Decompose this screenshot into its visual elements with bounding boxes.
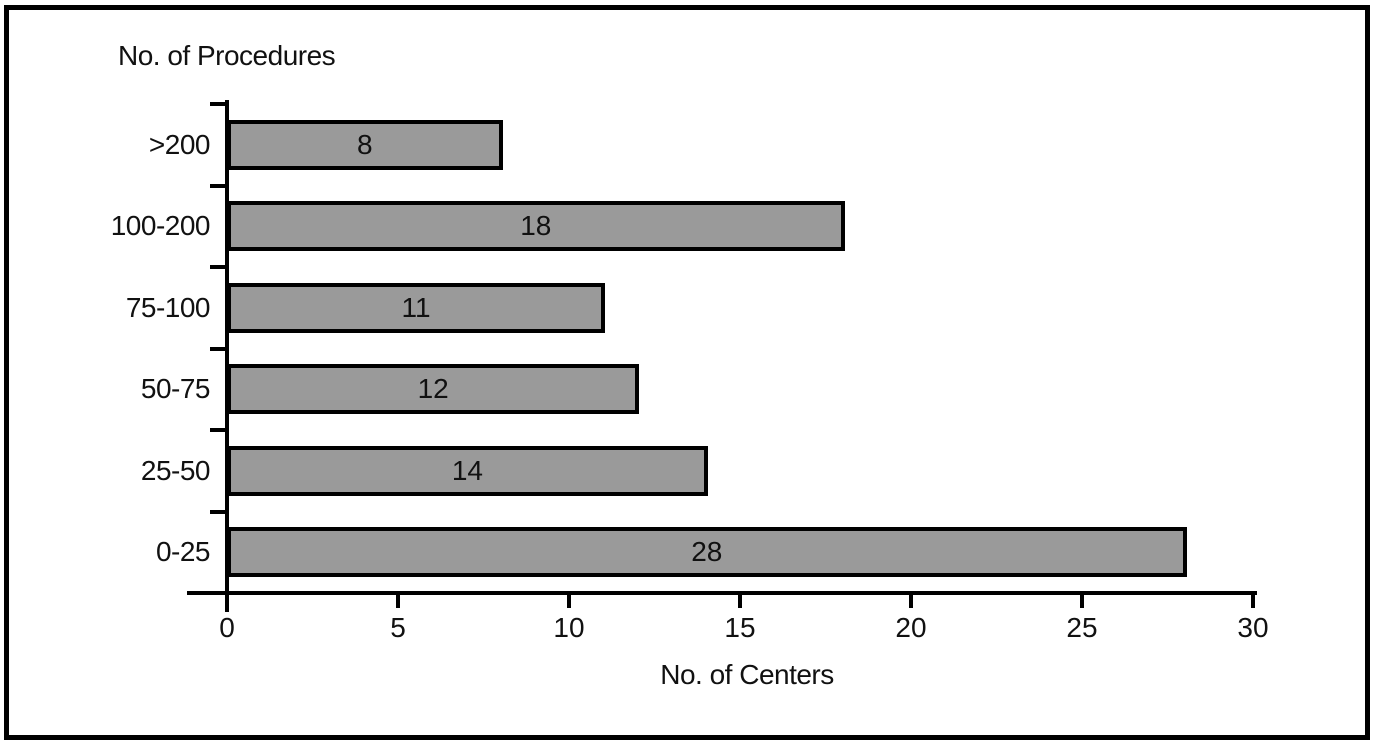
y-axis-tick bbox=[210, 265, 225, 269]
y-axis-tick bbox=[210, 346, 225, 351]
y-axis-tick bbox=[210, 102, 225, 106]
bar: 8 bbox=[227, 119, 503, 170]
bar-row: 50-75 12 bbox=[0, 364, 1377, 415]
bar-row: 25-50 14 bbox=[0, 445, 1377, 496]
x-axis-tick bbox=[1080, 593, 1084, 608]
bar-row: 100-200 18 bbox=[0, 201, 1377, 252]
x-axis-title: No. of Centers bbox=[660, 659, 834, 690]
x-tick-label: 30 bbox=[1237, 612, 1269, 643]
x-axis-line bbox=[187, 591, 1257, 595]
bar: 28 bbox=[227, 527, 1187, 578]
category-label: 25-50 bbox=[140, 454, 211, 486]
bar-value-label: 28 bbox=[691, 536, 723, 568]
bar-row: >200 8 bbox=[0, 119, 1377, 170]
x-tick-label: 20 bbox=[895, 612, 927, 643]
x-axis-tick bbox=[738, 593, 742, 608]
x-axis-tick bbox=[225, 593, 229, 608]
x-tick-label: 5 bbox=[390, 612, 406, 643]
x-axis-tick bbox=[396, 593, 400, 608]
category-label: 0-25 bbox=[155, 536, 211, 568]
chart-title: No. of Procedures bbox=[118, 40, 336, 71]
bar-value-label: 11 bbox=[401, 291, 431, 323]
bar: 12 bbox=[227, 364, 640, 415]
outer-frame bbox=[4, 5, 1370, 740]
x-axis-tick bbox=[567, 593, 571, 608]
category-label: 75-100 bbox=[125, 291, 211, 323]
x-tick-label: 10 bbox=[553, 612, 585, 643]
bar-value-label: 18 bbox=[520, 210, 552, 242]
bar-row: 0-25 28 bbox=[0, 527, 1377, 578]
category-label: >200 bbox=[148, 128, 211, 160]
x-axis-tick bbox=[1251, 593, 1255, 608]
bar-value-label: 8 bbox=[357, 128, 373, 160]
bar: 14 bbox=[227, 445, 708, 496]
category-label: 100-200 bbox=[110, 210, 211, 242]
x-tick-label: 25 bbox=[1066, 612, 1098, 643]
bar-value-label: 12 bbox=[417, 373, 449, 405]
x-axis-tick bbox=[909, 593, 913, 608]
y-axis-line bbox=[225, 100, 229, 612]
bar-value-label: 14 bbox=[451, 454, 483, 486]
bar: 11 bbox=[227, 282, 606, 333]
category-label: 50-75 bbox=[140, 373, 211, 405]
bar: 18 bbox=[227, 201, 845, 252]
y-axis-tick bbox=[210, 428, 225, 432]
bar-row: 75-100 11 bbox=[0, 282, 1377, 333]
x-tick-label: 0 bbox=[219, 612, 235, 643]
y-axis-tick bbox=[210, 183, 225, 188]
y-axis-tick bbox=[210, 509, 225, 514]
x-tick-label: 15 bbox=[724, 612, 756, 643]
